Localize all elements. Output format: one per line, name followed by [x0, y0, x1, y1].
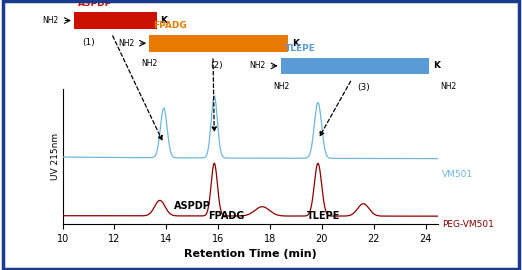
Text: NH2: NH2: [43, 16, 59, 25]
Text: ASPDP: ASPDP: [174, 201, 211, 211]
FancyBboxPatch shape: [149, 35, 288, 52]
Text: VM501: VM501: [442, 170, 473, 179]
Text: NH2: NH2: [273, 82, 289, 91]
FancyBboxPatch shape: [281, 58, 429, 74]
Text: NH2: NH2: [441, 82, 457, 91]
Text: NH2: NH2: [118, 39, 134, 48]
Text: K: K: [433, 61, 440, 70]
Text: NH2: NH2: [250, 61, 266, 70]
Text: (3): (3): [357, 83, 370, 92]
Text: ASPDP: ASPDP: [78, 0, 112, 8]
FancyBboxPatch shape: [74, 12, 157, 29]
Text: FPADG: FPADG: [208, 211, 244, 221]
Text: NH2: NH2: [141, 59, 158, 68]
Text: K: K: [160, 16, 168, 25]
Text: TLEPE: TLEPE: [307, 211, 340, 221]
Text: FPADG: FPADG: [153, 21, 186, 30]
Y-axis label: UV 215nm: UV 215nm: [51, 133, 60, 180]
Text: PEG-VM501: PEG-VM501: [442, 220, 494, 229]
Text: (1): (1): [82, 38, 96, 47]
Text: TLEPE: TLEPE: [284, 44, 315, 53]
Text: (2): (2): [210, 60, 223, 70]
Text: K: K: [292, 39, 299, 48]
X-axis label: Retention Time (min): Retention Time (min): [184, 249, 317, 259]
